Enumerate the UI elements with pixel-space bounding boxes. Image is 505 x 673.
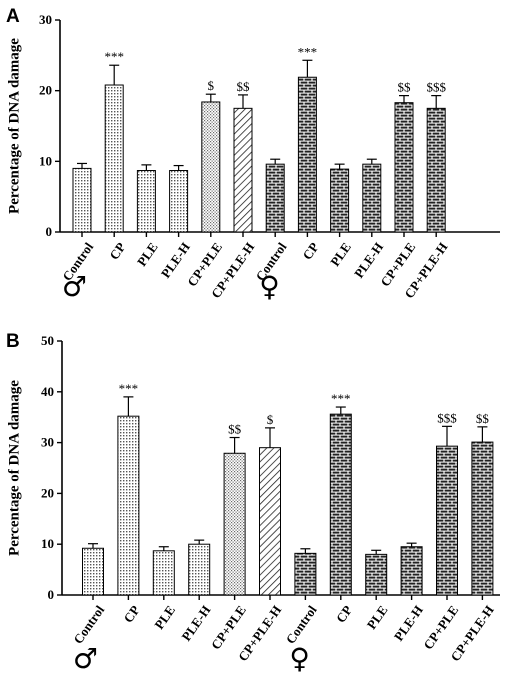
y-tick-label: 30 [39,12,52,27]
bar [136,170,156,233]
panel-b: B Percentage of DNA damage 0 10 20 30 40 50 Cont… [6,331,500,673]
x-category-label: PLE-H [178,603,213,644]
significance-label: $$ [398,80,412,95]
bar [117,415,140,596]
bar [169,170,189,233]
x-category-label: Control [283,602,320,646]
significance-label: *** [119,381,139,396]
x-category-label: CP [333,603,355,626]
y-tick-label: 40 [41,384,54,399]
significance-label: $ [267,412,274,427]
significance-label: $$ [228,422,242,437]
bar [233,107,253,233]
bar [362,163,382,233]
x-category-label: PLE [134,240,161,269]
male-symbol: ♂ [73,642,98,673]
bar [426,107,446,233]
bar [394,102,414,233]
female-symbol: ♀ [289,642,310,673]
bar [104,84,124,233]
x-category-label: PLE [364,603,391,632]
significance-label: $$ [476,411,490,426]
bar [365,553,388,596]
y-axis-label: Percentage of DNA damage [6,38,22,214]
x-category-label: PLE-H [391,603,426,644]
y-tick-label: 10 [39,153,52,168]
y-tick-label: 0 [46,224,53,239]
bar [82,547,104,596]
bar [297,76,317,233]
bar [152,550,175,596]
x-category-label: PLE [327,240,354,269]
x-category-label: PLE [151,603,178,632]
bar [72,167,92,233]
significance-label: $ [208,78,215,93]
y-tick-label: 10 [41,536,54,551]
y-tick-label: 50 [41,333,54,348]
bar [294,552,317,596]
bar [265,163,285,233]
bar [330,168,350,233]
significance-label: *** [104,49,124,64]
bar [436,445,458,596]
bar [188,543,211,596]
bar [329,413,352,596]
bar [259,447,281,596]
significance-label: $$$ [426,80,446,95]
panel-letter: A [6,6,20,27]
female-symbol: ♀ [259,270,280,303]
x-category-label: Control [70,602,107,646]
x-category-label: CP [299,240,321,263]
x-category-label: CP [120,603,142,626]
bar [223,452,246,596]
bar [400,546,423,596]
y-tick-label: 0 [48,587,55,602]
significance-label: $$ [237,79,251,94]
y-tick-label: 20 [41,485,54,500]
y-tick-label: 20 [39,83,52,98]
male-symbol: ♂ [62,270,87,303]
y-tick-label: 30 [41,435,54,450]
significance-label: *** [331,391,351,406]
x-category-label: CP [106,240,128,263]
bar [471,441,494,596]
significance-label: $$$ [437,410,457,425]
bar [201,101,221,233]
significance-label: *** [298,44,318,59]
panel-letter: B [6,331,20,352]
y-axis-label: Percentage of DNA damage [6,380,22,556]
